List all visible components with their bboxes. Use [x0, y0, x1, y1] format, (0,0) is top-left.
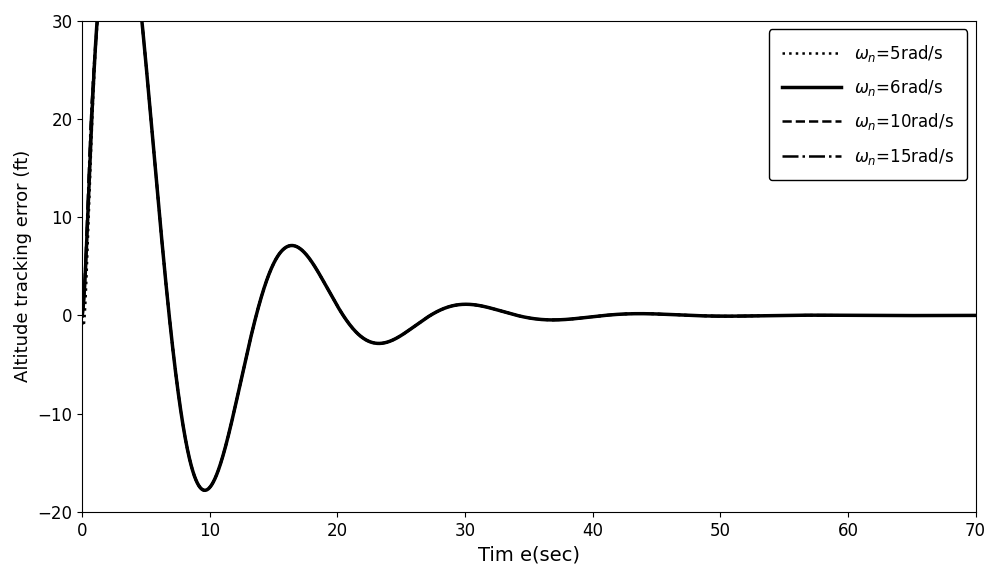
- Legend: $\omega_n$=5rad/s, $\omega_n$=6rad/s, $\omega_n$=10rad/s, $\omega_n$=15rad/s: $\omega_n$=5rad/s, $\omega_n$=6rad/s, $\…: [769, 29, 967, 180]
- Line: $\omega_n$=5rad/s: $\omega_n$=5rad/s: [82, 0, 976, 490]
- $\omega_n$=6rad/s: [922, 312, 934, 319]
- Line: $\omega_n$=10rad/s: $\omega_n$=10rad/s: [82, 0, 976, 490]
- $\omega_n$=10rad/s: [970, 312, 982, 319]
- $\omega_n$=15rad/s: [251, 307, 263, 314]
- $\omega_n$=5rad/s: [80, 281, 92, 288]
- $\omega_n$=5rad/s: [970, 312, 982, 319]
- $\omega_n$=6rad/s: [251, 307, 263, 314]
- $\omega_n$=10rad/s: [513, 313, 525, 320]
- $\omega_n$=10rad/s: [251, 307, 263, 314]
- Line: $\omega_n$=15rad/s: $\omega_n$=15rad/s: [82, 0, 976, 490]
- $\omega_n$=15rad/s: [199, 487, 211, 494]
- $\omega_n$=5rad/s: [199, 487, 211, 494]
- $\omega_n$=15rad/s: [76, 312, 88, 319]
- Y-axis label: Altitude tracking error (ft): Altitude tracking error (ft): [14, 150, 32, 383]
- $\omega_n$=15rad/s: [513, 313, 525, 320]
- $\omega_n$=5rad/s: [76, 312, 88, 319]
- $\omega_n$=15rad/s: [922, 312, 934, 319]
- $\omega_n$=6rad/s: [970, 312, 982, 319]
- X-axis label: Tim e(sec): Tim e(sec): [478, 545, 580, 564]
- $\omega_n$=5rad/s: [513, 313, 525, 320]
- $\omega_n$=10rad/s: [76, 312, 88, 319]
- Line: $\omega_n$=6rad/s: $\omega_n$=6rad/s: [82, 0, 976, 490]
- $\omega_n$=6rad/s: [199, 487, 211, 494]
- $\omega_n$=6rad/s: [513, 313, 525, 320]
- $\omega_n$=15rad/s: [80, 239, 92, 246]
- $\omega_n$=10rad/s: [922, 312, 934, 319]
- $\omega_n$=5rad/s: [251, 307, 263, 314]
- $\omega_n$=5rad/s: [922, 312, 934, 319]
- $\omega_n$=15rad/s: [970, 312, 982, 319]
- $\omega_n$=10rad/s: [80, 248, 92, 255]
- $\omega_n$=6rad/s: [76, 312, 88, 319]
- $\omega_n$=10rad/s: [199, 487, 211, 494]
- $\omega_n$=6rad/s: [80, 250, 92, 257]
